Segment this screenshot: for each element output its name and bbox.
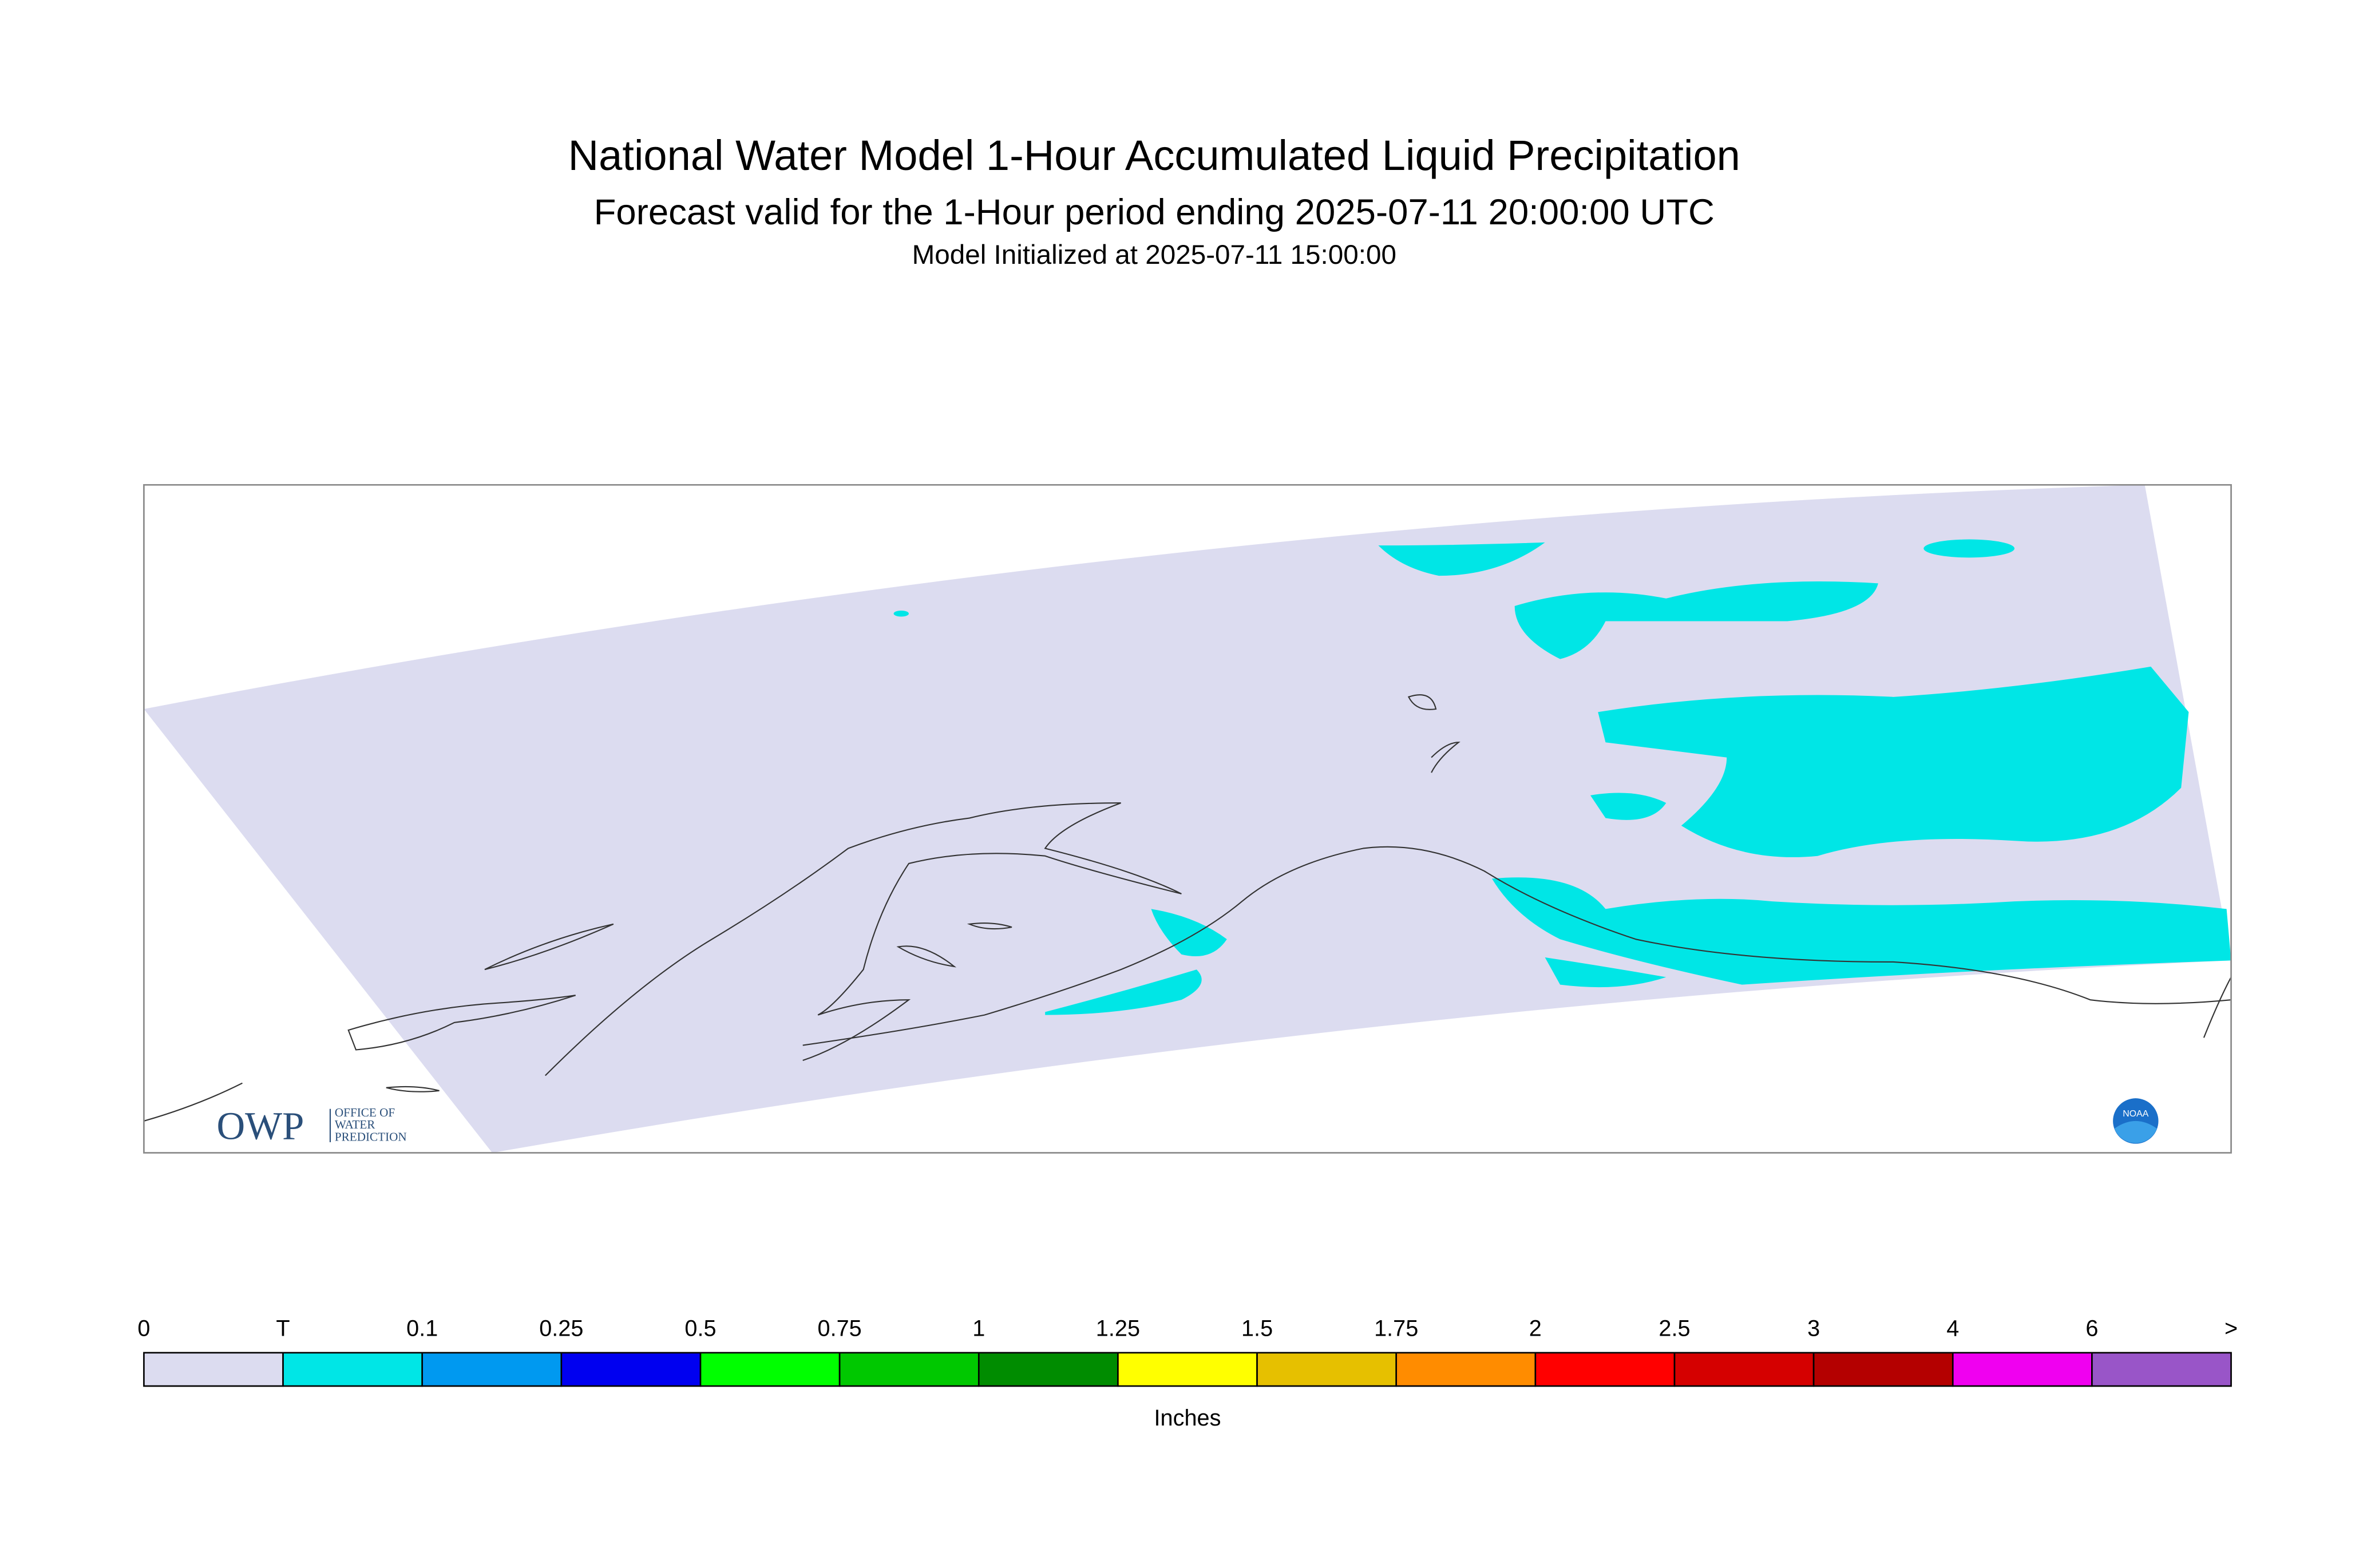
colorbar-swatch — [977, 1352, 1119, 1387]
colorbar-label: 0.25 — [539, 1316, 583, 1341]
model-domain — [144, 485, 2231, 1153]
map-frame — [143, 484, 2232, 1154]
colorbar-label: 1.75 — [1374, 1316, 1418, 1341]
colorbar-swatch — [1256, 1352, 1398, 1387]
colorbar-label: 2 — [1529, 1316, 1542, 1341]
init-time: Model Initialized at 2025-07-11 15:00:00 — [912, 240, 1396, 270]
colorbar-label: 0.1 — [406, 1316, 438, 1341]
colorbar-swatch — [838, 1352, 980, 1387]
colorbar-swatch — [1952, 1352, 2093, 1387]
colorbar: 0 T 0.1 0.25 0.5 0.75 1 1.25 1.5 1.75 2 2.5 3 4 6 > — [137, 1316, 2238, 1387]
colorbar-swatch — [1117, 1352, 1258, 1387]
colorbar-swatch — [421, 1352, 563, 1387]
owp-logo-line: WATER — [335, 1118, 375, 1131]
colorbar-label: 2.5 — [1658, 1316, 1690, 1341]
colorbar-swatch — [699, 1352, 841, 1387]
precipitation — [893, 539, 2231, 1015]
colorbar-label: 4 — [1946, 1316, 1959, 1341]
noaa-wave — [2114, 1120, 2157, 1143]
colorbar-swatch — [1673, 1352, 1815, 1387]
colorbar-swatch — [1395, 1352, 1537, 1387]
colorbar-label: 1 — [972, 1316, 985, 1341]
title: National Water Model 1-Hour Accumulated … — [568, 132, 1740, 179]
colorbar-label: T — [276, 1316, 290, 1341]
colorbar-label: 0.5 — [684, 1316, 716, 1341]
colorbar-label: 6 — [2085, 1316, 2098, 1341]
colorbar-label: 0 — [137, 1316, 150, 1341]
colorbar-swatch — [1812, 1352, 1954, 1387]
owp-logo-line: OFFICE OF — [335, 1106, 395, 1119]
map: OWP OFFICE OF WATER PREDICTION NOAA — [143, 484, 2232, 1154]
colorbar-label: > — [2224, 1316, 2238, 1341]
colorbar-swatch — [282, 1352, 423, 1387]
colorbar-swatch — [143, 1352, 284, 1387]
colorbar-unit: Inches — [1154, 1405, 1221, 1431]
owp-logo: OWP OFFICE OF WATER PREDICTION — [216, 1104, 406, 1148]
owp-logo-text: OWP — [216, 1104, 304, 1148]
colorbar-label: 0.75 — [818, 1316, 862, 1341]
colorbar-label: 1.25 — [1096, 1316, 1140, 1341]
colorbar-label: 1.5 — [1241, 1316, 1273, 1341]
colorbar-swatch — [2091, 1352, 2232, 1387]
noaa-text: NOAA — [2123, 1109, 2148, 1119]
owp-logo-line: PREDICTION — [335, 1130, 407, 1143]
colorbar-swatch — [560, 1352, 702, 1387]
noaa-logo: NOAA — [2113, 1098, 2159, 1144]
colorbar-label: 3 — [1807, 1316, 1820, 1341]
coastlines — [144, 694, 2232, 1122]
subtitle: Forecast valid for the 1-Hour period end… — [594, 192, 1715, 232]
colorbar-swatch — [1534, 1352, 1676, 1387]
